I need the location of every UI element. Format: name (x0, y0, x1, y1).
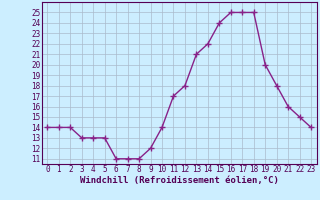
X-axis label: Windchill (Refroidissement éolien,°C): Windchill (Refroidissement éolien,°C) (80, 176, 279, 185)
